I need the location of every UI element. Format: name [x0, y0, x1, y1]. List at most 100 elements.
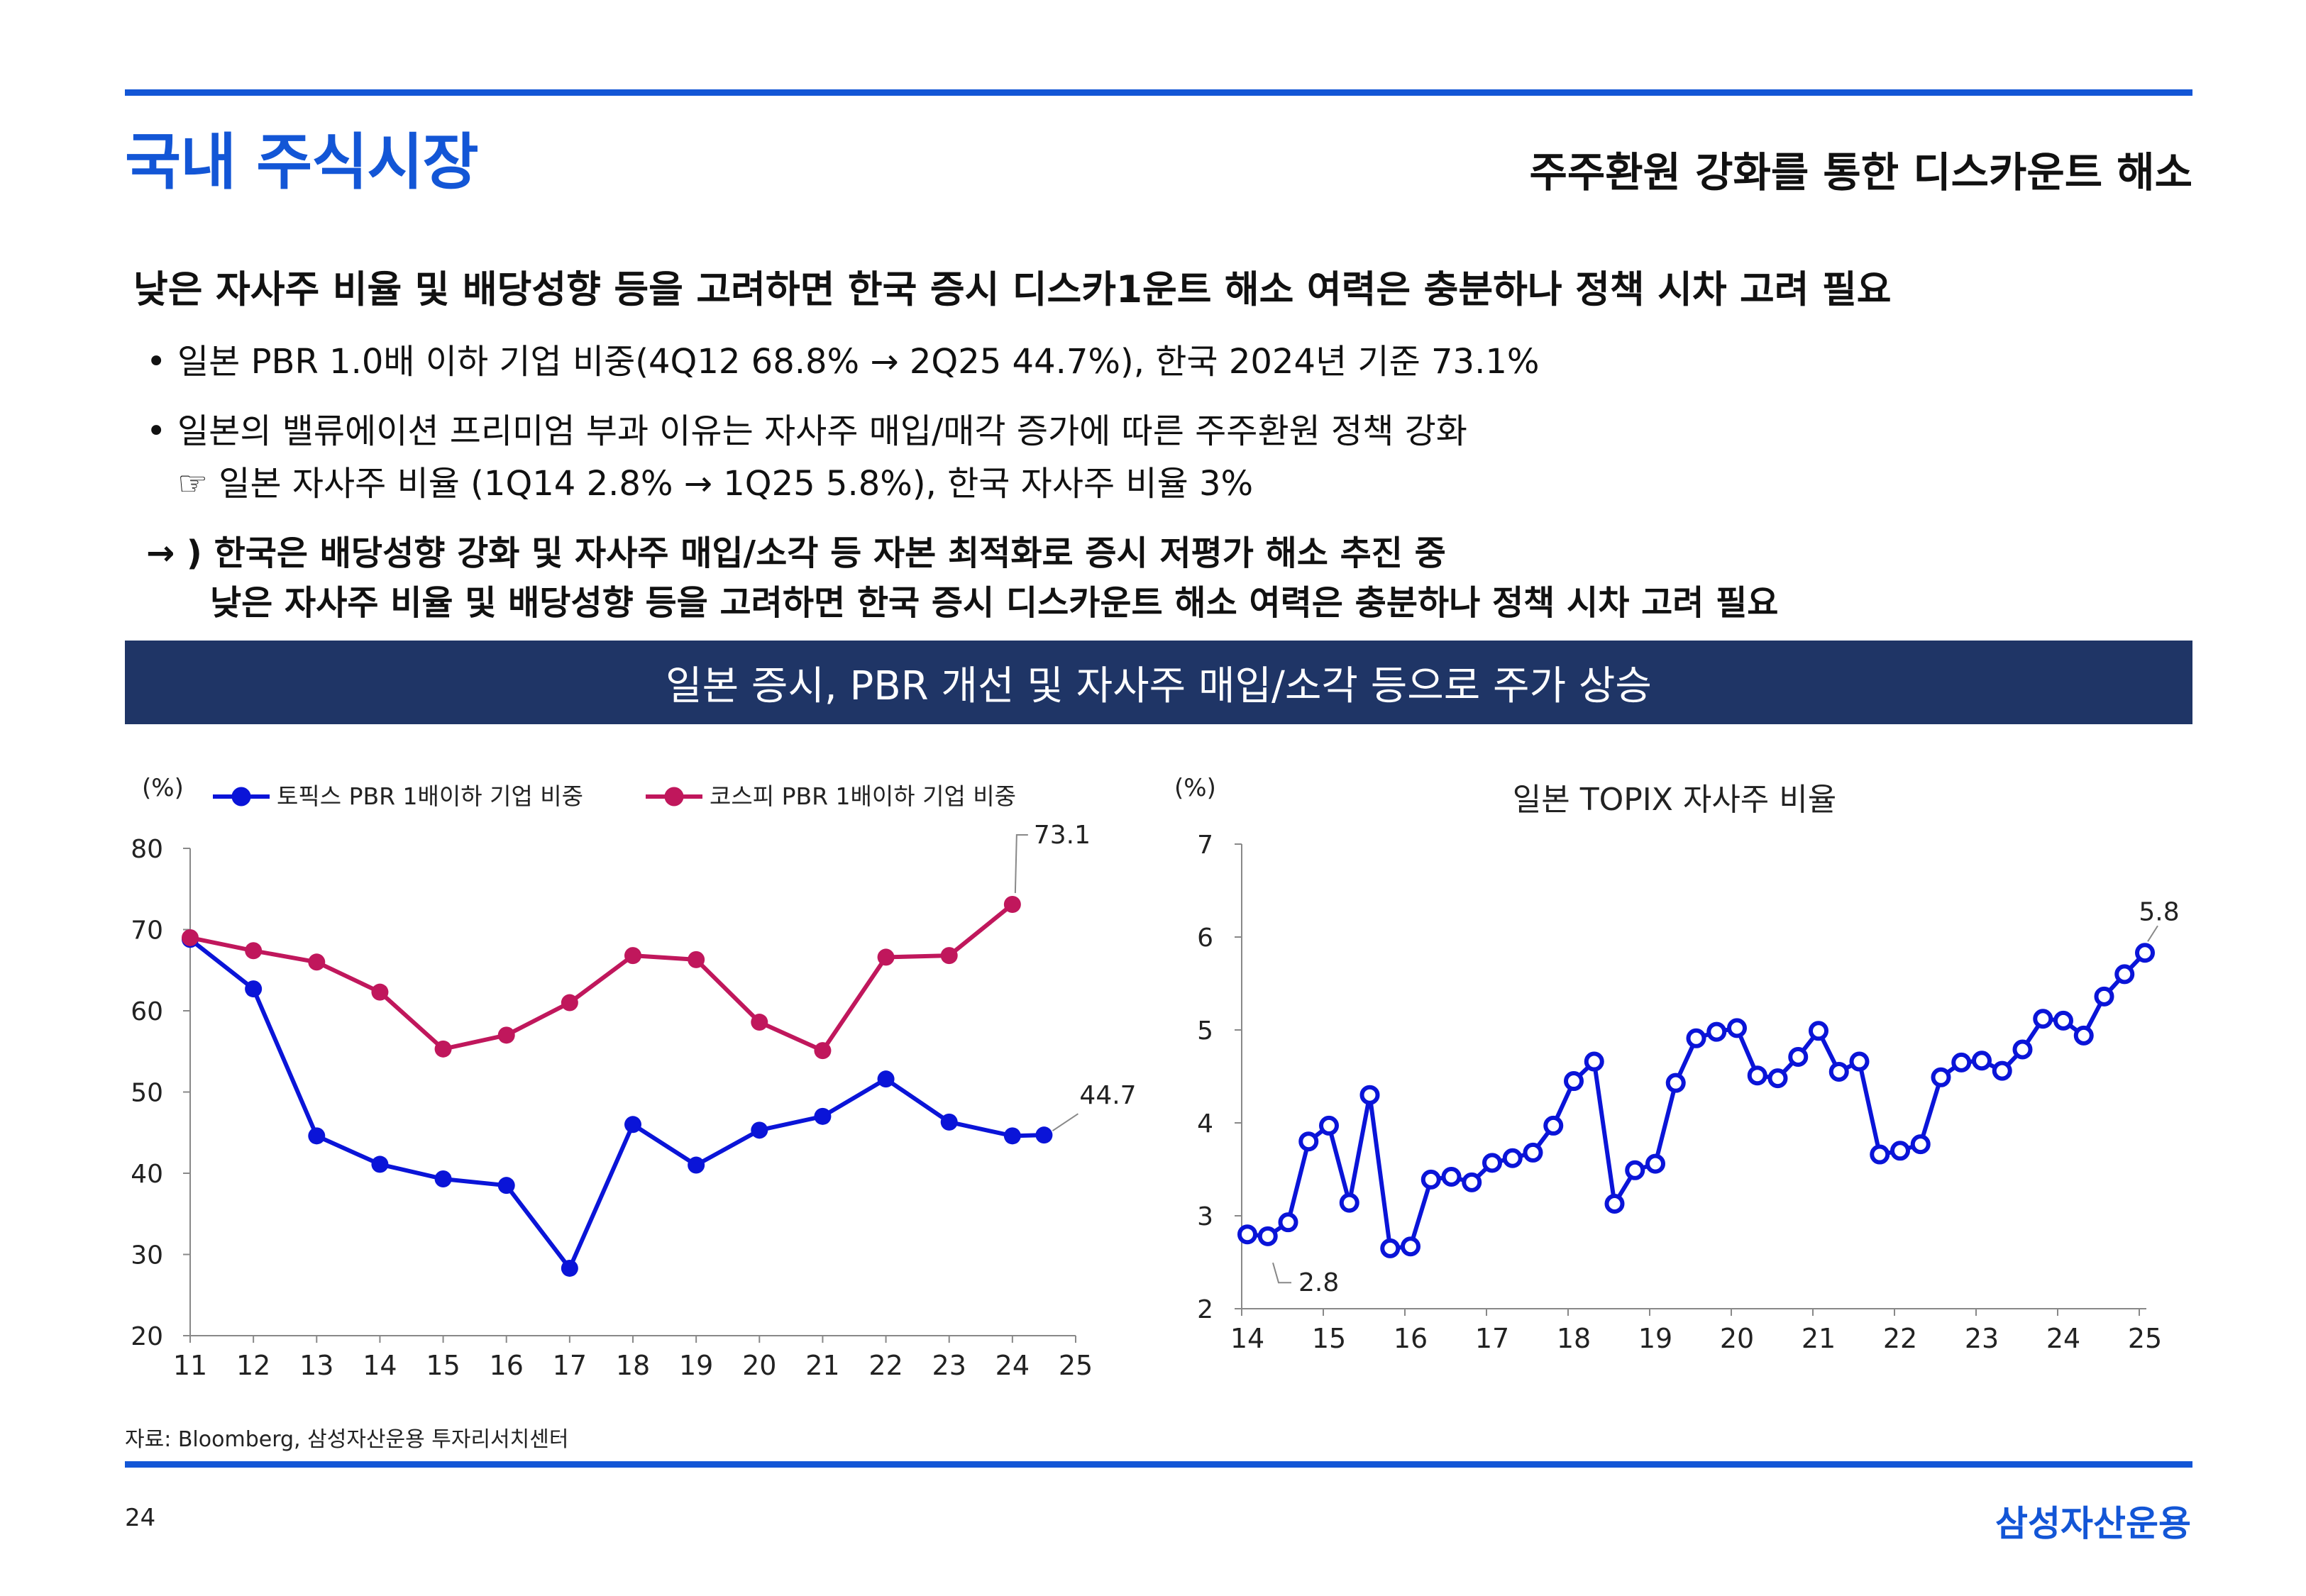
right-y-tick-label: 7: [1197, 831, 1213, 860]
legend-marker-topix: [231, 787, 251, 807]
conclusion-line-2: 낮은 자사주 비율 및 배당성향 등을 고려하면 한국 증시 디스카운트 해소 …: [210, 583, 1779, 623]
topix-pbr-point: [751, 1121, 768, 1139]
legend-label-topix: 토픽스 PBR 1배이하 기업 비중: [277, 782, 583, 810]
buyback-ratio-point: [1767, 1068, 1788, 1089]
topix-pbr-point: [434, 1170, 452, 1188]
buyback-ratio-point: [1849, 1051, 1870, 1072]
buyback-ratio-point: [1564, 1071, 1584, 1092]
bullet-mark: •: [146, 411, 167, 451]
source-note: 자료: Bloomberg, 삼성자산운용 투자리서치센터: [125, 1427, 569, 1452]
left-x-tick-label: 15: [426, 1350, 460, 1381]
bullet-text: 일본의 밸류에이션 프리미엄 부과 이유는 자사주 매입/매각 증가에 따른 주…: [177, 411, 1467, 451]
pbr-chart: (%) 토픽스 PBR 1배이하 기업 비중 코스피 PBR 1배이하 기업 비…: [131, 774, 1136, 1381]
right-chart-title: 일본 TOPIX 자사주 비율: [1513, 782, 1836, 818]
left-x-tick-label: 13: [299, 1350, 333, 1381]
buyback-ratio-point: [2094, 986, 2114, 1007]
topix-pbr-point: [940, 1113, 958, 1131]
topix-pbr-point: [877, 1070, 895, 1088]
buyback-ratio-point: [2012, 1039, 2033, 1060]
buyback-start-leader: [1272, 1262, 1291, 1284]
buyback-ratio-point: [1482, 1153, 1502, 1173]
left-x-tick-label: 24: [995, 1350, 1030, 1381]
kospi-pbr-point: [561, 994, 578, 1012]
pbr-chart-legend: 토픽스 PBR 1배이하 기업 비중 코스피 PBR 1배이하 기업 비중: [213, 782, 1016, 810]
buyback-ratio-point: [1420, 1169, 1441, 1190]
right-x-tick-label: 20: [1720, 1323, 1754, 1354]
right-x-tick-label: 22: [1883, 1323, 1917, 1354]
left-x-tick-label: 14: [363, 1350, 397, 1381]
left-y-tick-label: 20: [131, 1322, 163, 1351]
topix-pbr-point: [308, 1127, 326, 1145]
buyback-ratio-point: [1604, 1193, 1625, 1214]
topix-end-leader: [1052, 1113, 1078, 1132]
left-y-tick-label: 30: [131, 1241, 163, 1270]
buyback-ratio-point: [1401, 1236, 1420, 1257]
bullet-item: • 일본 PBR 1.0배 이하 기업 비중(4Q12 68.8% → 2Q25 …: [146, 333, 1540, 383]
right-x-tick-label: 14: [1230, 1323, 1264, 1354]
buyback-ratio-point: [1543, 1115, 1564, 1136]
buyback-ratio-point: [1727, 1018, 1747, 1038]
kospi-pbr-point: [434, 1040, 452, 1058]
buyback-ratio-point: [1910, 1134, 1931, 1155]
buyback-ratio-point: [1870, 1144, 1890, 1165]
buyback-ratio-point: [2053, 1010, 2073, 1031]
right-y-tick-label: 5: [1197, 1016, 1213, 1046]
buyback-ratio-point: [2033, 1009, 2053, 1029]
legend-marker-kospi: [664, 787, 684, 807]
buyback-ratio-point: [1972, 1051, 1992, 1071]
topix-pbr-point: [688, 1156, 705, 1174]
left-y-tick-label: 50: [131, 1079, 163, 1108]
bullet-item: • 일본의 밸류에이션 프리미엄 부과 이유는 자사주 매입/매각 증가에 따른 …: [146, 403, 1467, 453]
right-x-tick-label: 19: [1638, 1323, 1672, 1354]
left-x-tick-label: 17: [553, 1350, 587, 1381]
left-y-tick-label: 70: [131, 916, 163, 946]
buyback-ratio-point: [1237, 1224, 1257, 1245]
left-y-tick-label: 40: [131, 1160, 163, 1189]
page-number: 24: [125, 1504, 156, 1532]
buyback-ratio-point: [1380, 1238, 1401, 1258]
buyback-ratio-point: [1359, 1085, 1380, 1105]
buyback-ratio-point: [1523, 1142, 1543, 1163]
buyback-ratio-point: [1319, 1115, 1339, 1136]
left-x-tick-label: 23: [932, 1350, 966, 1381]
right-y-tick-label: 3: [1197, 1202, 1213, 1231]
right-y-tick-label: 2: [1197, 1295, 1213, 1324]
topix-pbr-point: [1035, 1126, 1053, 1144]
buyback-ratio-point: [2073, 1025, 2094, 1046]
buyback-end-label: 5.8: [2139, 897, 2179, 926]
buyback-ratio-point: [1645, 1153, 1665, 1174]
topix-pbr-point: [814, 1107, 832, 1125]
buyback-ratio-point: [1686, 1028, 1706, 1048]
buyback-ratio-point: [1298, 1131, 1319, 1152]
kospi-pbr-point: [371, 983, 389, 1001]
topix-pbr-point: [245, 980, 263, 998]
left-x-tick-label: 18: [616, 1350, 650, 1381]
bullet-subtext: ☞ 일본 자사주 비율 (1Q14 2.8% → 1Q25 5.8%), 한국 …: [177, 464, 1254, 504]
section-title: 국내 주식시장: [125, 127, 479, 198]
kospi-pbr-point: [814, 1042, 832, 1060]
right-x-tick-label: 18: [1557, 1323, 1591, 1354]
headline: 낮은 자사주 비율 및 배당성향 등을 고려하면 한국 증시 디스카1운트 해소…: [133, 268, 1892, 311]
kospi-end-leader: [1014, 834, 1028, 894]
left-x-tick-label: 12: [236, 1350, 270, 1381]
buyback-ratio-line: [1247, 951, 2147, 1251]
legend-label-kospi: 코스피 PBR 1배이하 기업 비중: [710, 782, 1016, 810]
right-x-tick-label: 24: [2046, 1323, 2080, 1354]
left-x-tick-label: 16: [490, 1350, 524, 1381]
left-x-tick-label: 20: [742, 1350, 776, 1381]
topix-pbr-line: [189, 937, 1044, 1270]
footer-rule: [125, 1461, 2192, 1468]
buyback-end-leader: [2147, 925, 2158, 942]
right-y-tick-label: 6: [1197, 924, 1213, 953]
conclusion-line-1: → ) 한국은 배당성향 강화 및 자사주 매입/소각 등 자본 최적화로 증시…: [146, 533, 1446, 573]
left-x-tick-label: 25: [1059, 1350, 1093, 1381]
right-y-unit: (%): [1174, 774, 1216, 802]
buyback-ratio-point: [2114, 964, 2135, 985]
buyback-ratio-point: [2135, 943, 2155, 963]
buyback-ratio-point: [1828, 1061, 1849, 1082]
kospi-pbr-point: [182, 929, 199, 946]
topix-end-label: 44.7: [1079, 1081, 1136, 1110]
right-y-tick-label: 4: [1197, 1109, 1213, 1138]
